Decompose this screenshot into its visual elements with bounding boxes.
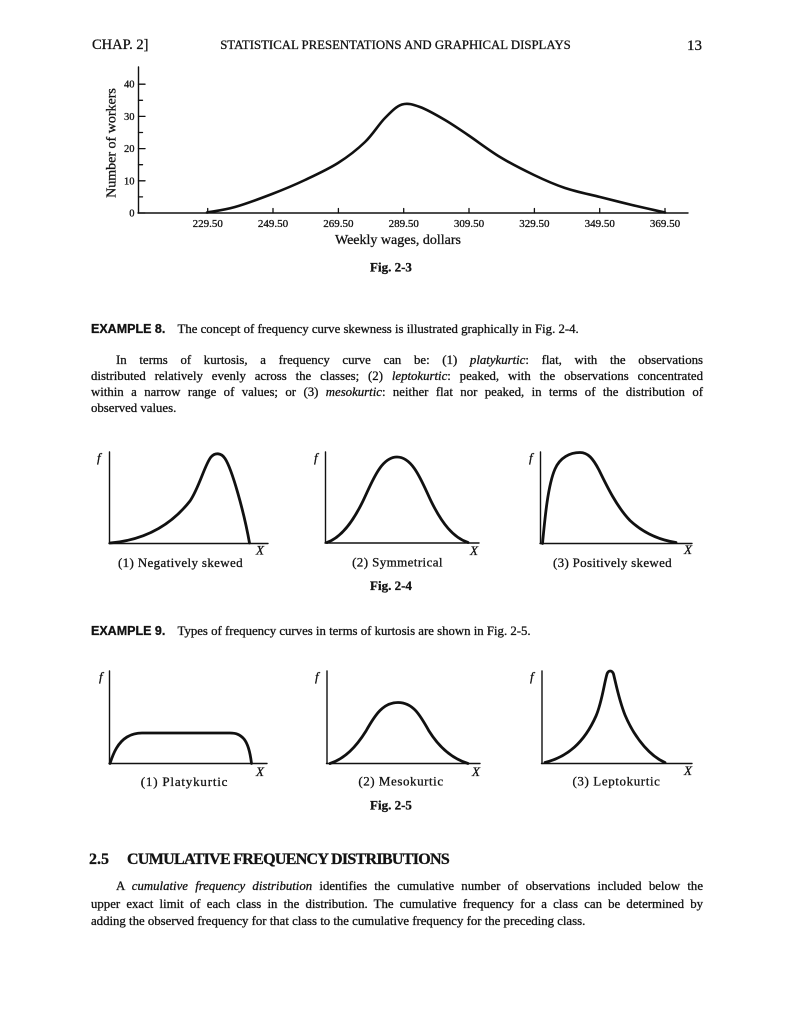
svg-text:(2) Mesokurtic: (2) Mesokurtic [358, 774, 443, 789]
svg-text:f: f [529, 450, 535, 465]
svg-text:10: 10 [124, 176, 135, 187]
svg-text:30: 30 [124, 112, 135, 123]
svg-text:0: 0 [129, 209, 134, 220]
svg-text:349.50: 349.50 [585, 218, 616, 230]
svg-text:f: f [99, 669, 105, 684]
svg-text:f: f [314, 450, 320, 465]
svg-text:X: X [255, 764, 265, 779]
svg-text:f: f [530, 669, 536, 684]
svg-text:X: X [469, 543, 479, 558]
svg-text:(2) Symmetrical: (2) Symmetrical [352, 555, 443, 570]
svg-text:289.50: 289.50 [389, 218, 420, 230]
svg-text:f: f [97, 450, 103, 465]
svg-text:X: X [255, 543, 265, 558]
svg-text:(1) Platykurtic: (1) Platykurtic [141, 774, 228, 789]
svg-text:269.50: 269.50 [323, 218, 354, 230]
svg-text:Fig. 2-4: Fig. 2-4 [370, 578, 412, 593]
svg-text:(3) Leptokurtic: (3) Leptokurtic [572, 774, 660, 789]
svg-text:249.50: 249.50 [258, 218, 289, 230]
svg-text:(1) Negatively skewed: (1) Negatively skewed [118, 555, 243, 570]
svg-text:20: 20 [124, 144, 135, 155]
svg-text:Weekly wages, dollars: Weekly wages, dollars [335, 233, 461, 248]
svg-text:309.50: 309.50 [454, 218, 485, 230]
svg-text:Number of workers: Number of workers [105, 88, 120, 198]
svg-text:329.50: 329.50 [519, 218, 550, 230]
svg-text:X: X [683, 763, 693, 778]
svg-text:Fig. 2-3: Fig. 2-3 [370, 260, 412, 275]
svg-text:f: f [315, 669, 321, 684]
svg-text:Fig. 2-5: Fig. 2-5 [370, 798, 412, 813]
svg-text:40: 40 [124, 80, 135, 91]
svg-text:X: X [471, 764, 481, 779]
svg-text:(3) Positively skewed: (3) Positively skewed [553, 555, 672, 570]
svg-text:X: X [683, 542, 693, 557]
svg-text:369.50: 369.50 [650, 218, 681, 230]
svg-text:229.50: 229.50 [193, 218, 224, 230]
